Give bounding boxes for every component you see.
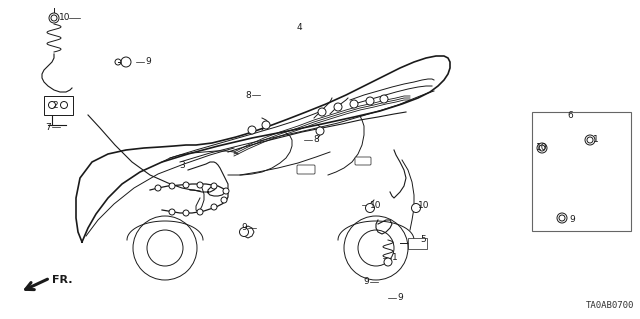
Circle shape bbox=[183, 182, 189, 188]
Text: 1: 1 bbox=[392, 254, 398, 263]
Circle shape bbox=[211, 183, 217, 189]
Circle shape bbox=[239, 227, 248, 236]
Circle shape bbox=[412, 204, 420, 212]
Circle shape bbox=[155, 185, 161, 191]
Text: 3: 3 bbox=[179, 160, 185, 169]
Text: 9: 9 bbox=[241, 224, 247, 233]
Text: 9: 9 bbox=[397, 293, 403, 302]
Circle shape bbox=[316, 127, 324, 135]
Circle shape bbox=[262, 121, 270, 129]
Text: 10: 10 bbox=[419, 201, 429, 210]
Text: 8: 8 bbox=[313, 136, 319, 145]
Text: 9: 9 bbox=[145, 57, 151, 66]
Circle shape bbox=[183, 210, 189, 216]
Circle shape bbox=[350, 100, 358, 108]
FancyBboxPatch shape bbox=[44, 95, 72, 115]
Circle shape bbox=[537, 143, 547, 153]
Text: FR.: FR. bbox=[52, 275, 72, 285]
Circle shape bbox=[384, 258, 392, 266]
Text: 8: 8 bbox=[245, 91, 251, 100]
Text: 6: 6 bbox=[567, 110, 573, 120]
FancyBboxPatch shape bbox=[297, 165, 315, 174]
Text: 1: 1 bbox=[593, 136, 599, 145]
Circle shape bbox=[223, 188, 229, 194]
Circle shape bbox=[211, 204, 217, 210]
FancyBboxPatch shape bbox=[355, 157, 371, 165]
Circle shape bbox=[318, 108, 326, 116]
FancyBboxPatch shape bbox=[408, 238, 426, 249]
Circle shape bbox=[334, 103, 342, 111]
Text: 2: 2 bbox=[52, 100, 58, 109]
Circle shape bbox=[49, 13, 59, 23]
Text: 4: 4 bbox=[296, 24, 302, 33]
Circle shape bbox=[248, 126, 256, 134]
Circle shape bbox=[380, 95, 388, 103]
Circle shape bbox=[121, 57, 131, 67]
Text: 10: 10 bbox=[536, 144, 548, 152]
Circle shape bbox=[49, 101, 56, 108]
Circle shape bbox=[197, 182, 203, 188]
Circle shape bbox=[197, 209, 203, 215]
Text: 9: 9 bbox=[363, 278, 369, 286]
Text: 10: 10 bbox=[60, 13, 71, 23]
Text: 10: 10 bbox=[371, 201, 381, 210]
Text: 9: 9 bbox=[569, 216, 575, 225]
Text: 7: 7 bbox=[45, 122, 51, 131]
FancyBboxPatch shape bbox=[531, 112, 630, 231]
Circle shape bbox=[221, 197, 227, 203]
Circle shape bbox=[169, 183, 175, 189]
Circle shape bbox=[169, 209, 175, 215]
Circle shape bbox=[61, 101, 67, 108]
Circle shape bbox=[585, 135, 595, 145]
Text: TA0AB0700: TA0AB0700 bbox=[586, 301, 634, 310]
Circle shape bbox=[366, 97, 374, 105]
Circle shape bbox=[557, 213, 567, 223]
Text: 5: 5 bbox=[420, 235, 426, 244]
Circle shape bbox=[365, 204, 374, 212]
